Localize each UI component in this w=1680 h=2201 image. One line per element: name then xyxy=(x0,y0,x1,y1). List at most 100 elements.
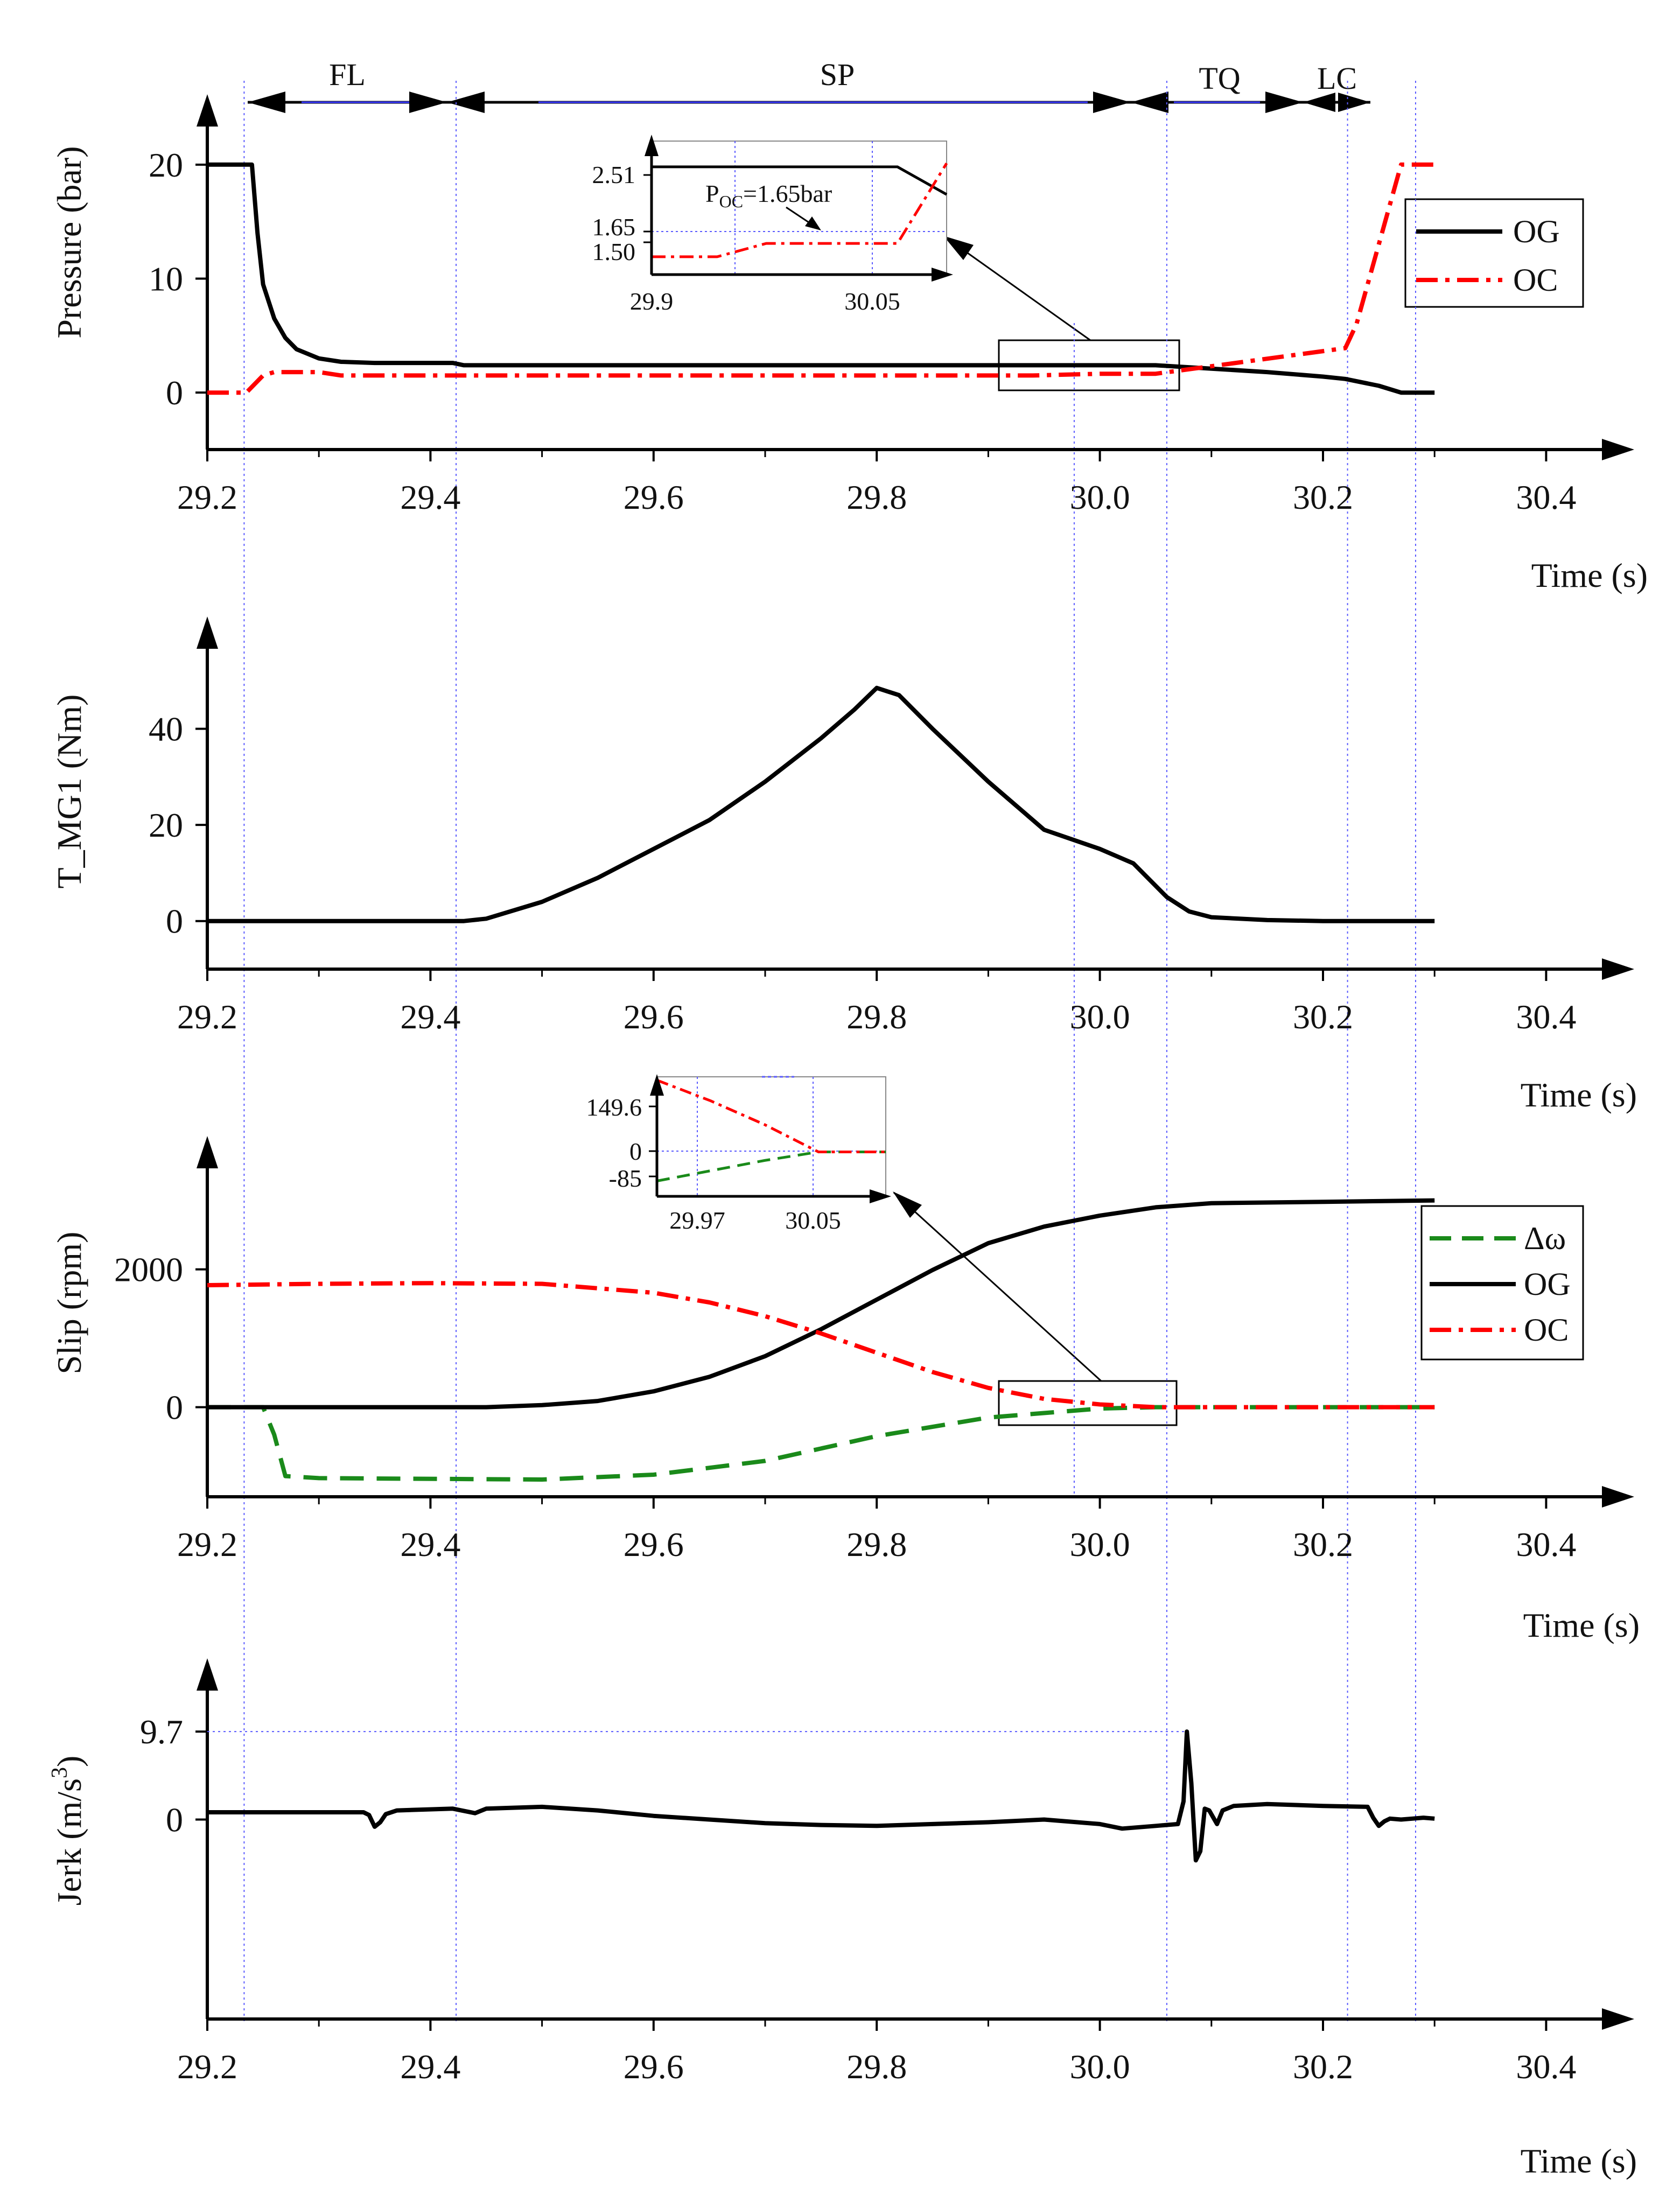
phase-label-tq: TQ xyxy=(1199,61,1240,96)
slip-inset-x-arrowhead xyxy=(870,1189,891,1203)
pressure-legend-og-label: OG xyxy=(1513,214,1560,249)
phase-lc-right-head xyxy=(1338,93,1370,112)
slip-inset-ylabel-1496: 149.6 xyxy=(586,1094,642,1121)
pressure-inset-ylabel-251: 2.51 xyxy=(592,161,636,188)
slip-legend-dw-label: Δω xyxy=(1524,1221,1566,1256)
phase-sp-right-head xyxy=(1093,92,1131,113)
torque-x-tick-label: 29.4 xyxy=(400,998,460,1036)
torque-x-axis-title: Time (s) xyxy=(1521,1076,1637,1114)
torque-series-t_mg1 xyxy=(207,685,1435,923)
pressure-inset-ylabel-150: 1.50 xyxy=(592,238,636,265)
slip-y-axis-title: Slip (rpm) xyxy=(50,1232,88,1375)
jerk-panel: Jerk (m/s3) Time (s) xyxy=(47,1756,1637,2180)
torque-y-tick-label: 0 xyxy=(166,902,183,941)
slip-inset-xlabel-3005: 30.05 xyxy=(785,1207,841,1234)
jerk-x-axis-title: Time (s) xyxy=(1521,2142,1637,2180)
pressure-inset-og-line xyxy=(652,165,948,196)
pressure-inset-xlabel-299: 29.9 xyxy=(630,288,674,315)
slip-panel: Slip (rpm) Time (s) Δω OG OC xyxy=(50,1074,1640,1644)
phase-tq-left-head xyxy=(1131,92,1168,113)
phase-sp-left-head xyxy=(447,92,485,113)
pressure-x-tick-label: 30.4 xyxy=(1516,478,1576,516)
jerk-series-jerk xyxy=(207,1729,1435,1863)
slip-inset: 149.6 0 -85 29.97 30.05 xyxy=(586,1074,891,1234)
jerk-x-tick-label: 30.4 xyxy=(1516,2048,1576,2086)
pressure-inset-pointer-head xyxy=(943,236,974,260)
pressure-inset-ylabel-165: 1.65 xyxy=(592,213,636,241)
slip-x-tick-label: 29.8 xyxy=(846,1525,907,1564)
jerk-x-tick-label: 30.2 xyxy=(1293,2048,1353,2086)
phase-label-sp: SP xyxy=(820,57,855,92)
pressure-inset-oc-line xyxy=(652,162,948,258)
jerk-x-tick-label: 29.4 xyxy=(400,2048,460,2086)
jerk-x-tick-label: 29.2 xyxy=(177,2048,237,2086)
jerk-ylabel-superscript: 3 xyxy=(47,1767,72,1778)
jerk-y-axis-title: Jerk (m/s3) xyxy=(47,1756,88,1906)
pressure-inset-x-arrowhead xyxy=(932,268,953,282)
slip-y-arrowhead xyxy=(197,1136,218,1168)
torque-x-tick-label: 29.6 xyxy=(624,998,684,1036)
slip-x-axis-title: Time (s) xyxy=(1523,1606,1640,1644)
torque-y-tick-label: 20 xyxy=(149,806,183,844)
pressure-x-arrowhead xyxy=(1602,439,1634,460)
pressure-y-arrowhead xyxy=(197,94,218,127)
slip-zoom-box xyxy=(998,1380,1178,1426)
jerk-x-tick-label: 30.0 xyxy=(1070,2048,1130,2086)
torque-panel: T_MG1 (Nm) Time (s) xyxy=(50,695,1637,1114)
pressure-y-tick-label: 0 xyxy=(166,374,183,412)
slip-inset-ylabel-m85: -85 xyxy=(609,1165,642,1192)
pressure-y-tick-label: 10 xyxy=(149,260,183,298)
slip-inset-y-arrowhead xyxy=(650,1074,664,1096)
slip-inset-frame xyxy=(656,1076,886,1197)
pressure-legend-box xyxy=(1404,198,1584,308)
pressure-panel: Pressure (bar) Time (s) FL SP TQ LC xyxy=(50,57,1648,594)
pressure-x-tick-label: 30.0 xyxy=(1070,478,1130,516)
pressure-legend: OG OC xyxy=(1404,198,1584,308)
torque-x-tick-label: 30.2 xyxy=(1293,998,1353,1036)
pressure-inset-xlabel-3005: 30.05 xyxy=(844,288,900,315)
jerk-x-tick-label: 29.6 xyxy=(624,2048,684,2086)
phase-label-lc: LC xyxy=(1317,61,1357,96)
slip-inset-pointer-head xyxy=(893,1191,922,1218)
pressure-x-tick-label: 29.6 xyxy=(624,478,684,516)
pressure-inset-annotation-head xyxy=(805,216,821,230)
slip-series- xyxy=(207,1405,1435,1482)
slip-x-tick-label: 29.6 xyxy=(624,1525,684,1564)
phase-fl-left-head xyxy=(248,92,285,113)
pressure-inset-annotation: POC=1.65bar xyxy=(705,180,832,211)
pressure-x-tick-label: 30.2 xyxy=(1293,478,1353,516)
slip-series-og xyxy=(207,1198,1435,1410)
slip-x-arrowhead xyxy=(1602,1486,1634,1508)
jerk-ylabel-main: Jerk (m/s xyxy=(50,1778,88,1905)
torque-y-axis-title: T_MG1 (Nm) xyxy=(50,695,88,889)
torque-x-tick-label: 30.0 xyxy=(1070,998,1130,1036)
torque-x-tick-label: 30.4 xyxy=(1516,998,1576,1036)
slip-series-oc xyxy=(207,1281,1435,1410)
torque-x-tick-label: 29.2 xyxy=(177,998,237,1036)
annotation-suffix: =1.65bar xyxy=(743,180,832,207)
chart-marks: 29.2 29.4 29.6 29.8 30.0 30.2 30.4 0 10 20 29.2 29.… xyxy=(114,81,1634,2086)
jerk-ylabel-close: ) xyxy=(50,1756,88,1767)
slip-legend-og-label: OG xyxy=(1524,1266,1571,1302)
slip-inset-xlabel-2997: 29.97 xyxy=(669,1207,725,1234)
pressure-x-axis-title: Time (s) xyxy=(1531,556,1648,594)
phase-lc-left-head xyxy=(1303,93,1335,112)
slip-inset-pointer-line xyxy=(893,1191,1102,1382)
torque-y-tick-label: 40 xyxy=(149,710,183,748)
jerk-x-tick-label: 29.8 xyxy=(846,2048,907,2086)
pressure-y-axis-title: Pressure (bar) xyxy=(50,146,88,338)
annotation-prefix: P xyxy=(705,180,719,207)
slip-legend-oc-label: OC xyxy=(1524,1312,1569,1348)
pressure-inset: 2.51 1.65 1.50 29.9 30.05 POC=1.65bar xyxy=(592,135,953,315)
torque-y-arrowhead xyxy=(197,616,218,649)
phase-fl-right-head xyxy=(409,92,447,113)
pressure-y-tick-label: 20 xyxy=(149,146,183,184)
slip-x-tick-label: 30.4 xyxy=(1516,1525,1576,1564)
pressure-inset-y-arrowhead xyxy=(645,135,659,156)
pressure-inset-pointer-line xyxy=(944,236,1091,341)
phase-arrowheads xyxy=(248,92,1370,113)
slip-x-tick-label: 29.2 xyxy=(177,1525,237,1564)
pressure-x-tick-label: 29.8 xyxy=(846,478,907,516)
pressure-x-tick-label: 29.2 xyxy=(177,478,237,516)
